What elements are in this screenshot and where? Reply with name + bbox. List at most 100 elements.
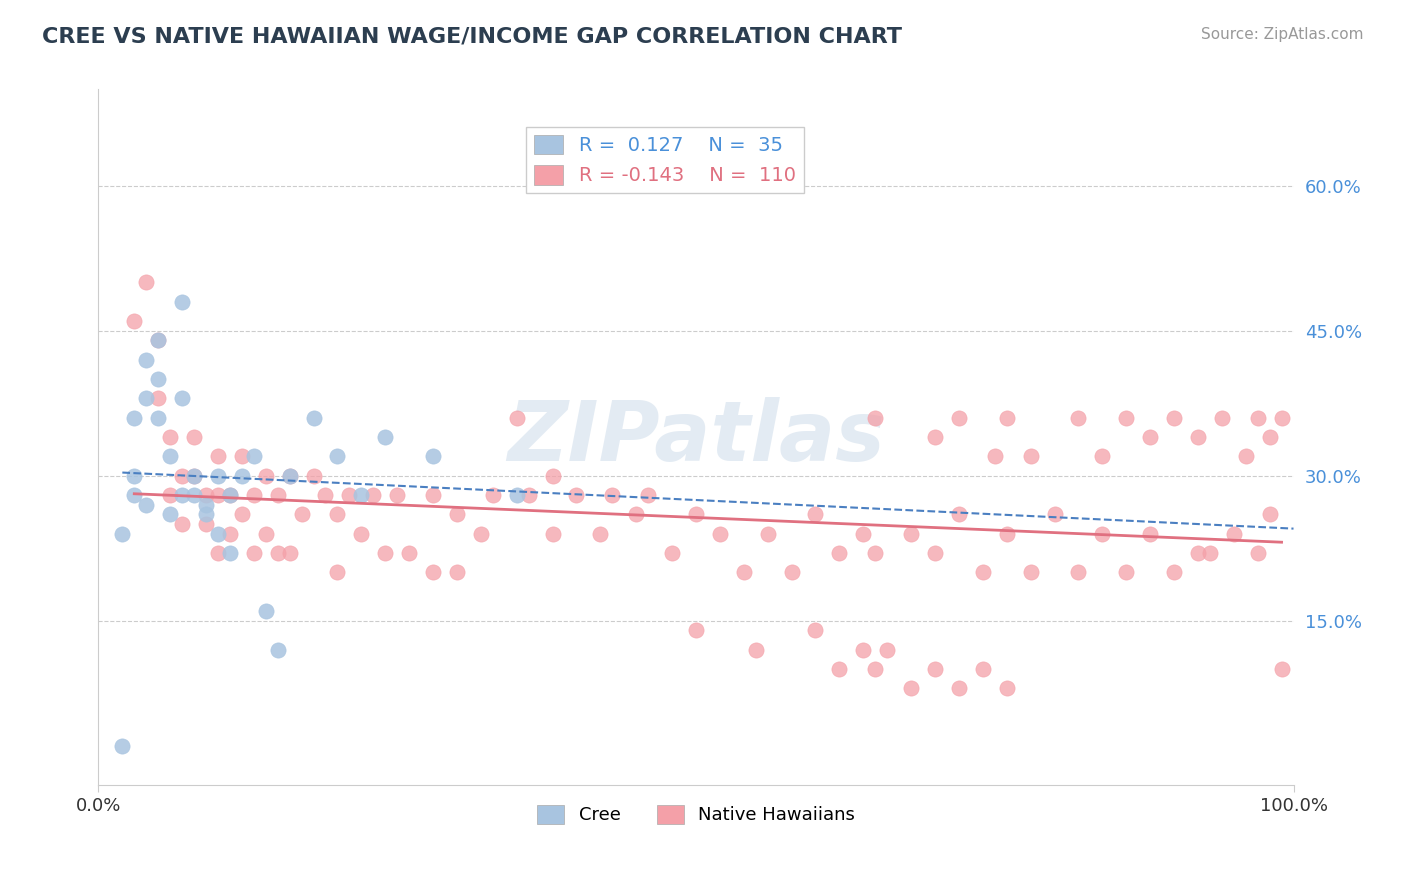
Point — [195, 498, 218, 512]
Point — [1258, 508, 1281, 522]
Point — [231, 450, 253, 464]
Point — [995, 681, 1018, 696]
Point — [148, 372, 170, 386]
Point — [1199, 546, 1222, 560]
Point — [1247, 410, 1270, 425]
Point — [780, 566, 803, 580]
Point — [924, 430, 946, 444]
Point — [135, 276, 157, 290]
Point — [602, 488, 624, 502]
Point — [517, 488, 540, 502]
Point — [195, 488, 218, 502]
Point — [1019, 566, 1042, 580]
Point — [626, 508, 648, 522]
Point — [172, 516, 194, 531]
Point — [852, 642, 875, 657]
Text: CREE VS NATIVE HAWAIIAN WAGE/INCOME GAP CORRELATION CHART: CREE VS NATIVE HAWAIIAN WAGE/INCOME GAP … — [42, 27, 903, 46]
Point — [398, 546, 420, 560]
Point — [231, 508, 253, 522]
Point — [183, 468, 205, 483]
Point — [124, 410, 146, 425]
Point — [159, 488, 181, 502]
Point — [135, 498, 157, 512]
Point — [374, 430, 396, 444]
Point — [148, 392, 170, 406]
Point — [315, 488, 337, 502]
Point — [1163, 566, 1185, 580]
Point — [900, 681, 922, 696]
Point — [278, 468, 301, 483]
Legend: Cree, Native Hawaiians: Cree, Native Hawaiians — [530, 797, 862, 831]
Point — [541, 468, 564, 483]
Point — [326, 450, 349, 464]
Point — [948, 681, 970, 696]
Point — [207, 450, 229, 464]
Point — [159, 430, 181, 444]
Point — [267, 546, 290, 560]
Point — [148, 410, 170, 425]
Point — [111, 739, 134, 754]
Point — [1211, 410, 1233, 425]
Point — [207, 488, 229, 502]
Point — [948, 410, 970, 425]
Point — [183, 430, 205, 444]
Point — [1223, 526, 1246, 541]
Point — [1139, 526, 1161, 541]
Point — [506, 488, 529, 502]
Point — [1043, 508, 1066, 522]
Point — [172, 468, 194, 483]
Point — [1247, 546, 1270, 560]
Point — [1115, 566, 1137, 580]
Point — [159, 508, 181, 522]
Point — [972, 662, 994, 676]
Point — [422, 566, 444, 580]
Point — [422, 488, 444, 502]
Point — [243, 450, 266, 464]
Point — [1115, 410, 1137, 425]
Point — [302, 468, 325, 483]
Point — [685, 508, 707, 522]
Point — [374, 546, 396, 560]
Point — [865, 546, 887, 560]
Point — [446, 508, 468, 522]
Point — [219, 488, 242, 502]
Point — [865, 662, 887, 676]
Point — [195, 516, 218, 531]
Point — [446, 566, 468, 580]
Point — [172, 392, 194, 406]
Point — [1067, 410, 1090, 425]
Point — [124, 468, 146, 483]
Point — [350, 526, 373, 541]
Point — [565, 488, 588, 502]
Point — [207, 546, 229, 560]
Point — [422, 450, 444, 464]
Point — [172, 294, 194, 309]
Point — [1258, 430, 1281, 444]
Point — [207, 468, 229, 483]
Point — [278, 546, 301, 560]
Point — [828, 662, 851, 676]
Point — [326, 508, 349, 522]
Point — [470, 526, 492, 541]
Point — [709, 526, 731, 541]
Point — [804, 624, 827, 638]
Point — [745, 642, 768, 657]
Point — [339, 488, 361, 502]
Point — [506, 410, 529, 425]
Point — [637, 488, 659, 502]
Point — [302, 410, 325, 425]
Point — [756, 526, 779, 541]
Point — [900, 526, 922, 541]
Point — [1067, 566, 1090, 580]
Text: ZIPatlas: ZIPatlas — [508, 397, 884, 477]
Point — [1163, 410, 1185, 425]
Point — [541, 526, 564, 541]
Point — [876, 642, 898, 657]
Point — [995, 526, 1018, 541]
Point — [124, 488, 146, 502]
Point — [924, 662, 946, 676]
Point — [219, 488, 242, 502]
Point — [207, 526, 229, 541]
Point — [278, 468, 301, 483]
Point — [481, 488, 505, 502]
